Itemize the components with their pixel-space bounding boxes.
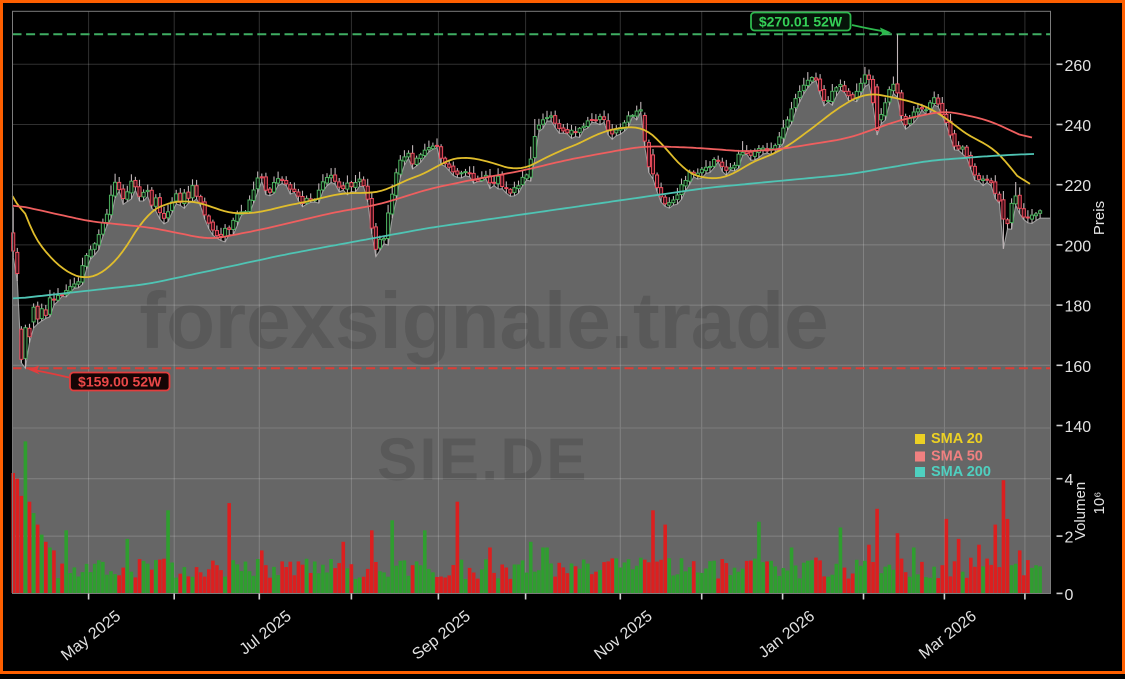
- svg-text:SMA 50: SMA 50: [931, 449, 983, 465]
- svg-text:200: 200: [1065, 238, 1092, 255]
- svg-text:2: 2: [1065, 530, 1074, 547]
- svg-text:160: 160: [1065, 359, 1092, 376]
- svg-text:forexsignale.trade: forexsignale.trade: [139, 276, 828, 365]
- svg-text:260: 260: [1065, 58, 1092, 75]
- svg-text:SMA 200: SMA 200: [931, 464, 991, 480]
- svg-text:180: 180: [1065, 299, 1092, 316]
- svg-text:$270.01 52W: $270.01 52W: [759, 14, 843, 30]
- svg-text:Volumen: Volumen: [1072, 482, 1089, 540]
- svg-text:10⁶: 10⁶: [1091, 492, 1108, 515]
- svg-text:0: 0: [1065, 587, 1074, 604]
- svg-text:SMA 20: SMA 20: [931, 431, 983, 447]
- svg-text:SIE.DE: SIE.DE: [377, 426, 589, 493]
- svg-text:Preis: Preis: [1091, 201, 1108, 235]
- svg-text:240: 240: [1065, 118, 1092, 135]
- svg-text:220: 220: [1065, 178, 1092, 195]
- svg-text:$159.00 52W: $159.00 52W: [78, 374, 162, 390]
- svg-text:140: 140: [1065, 419, 1092, 436]
- svg-text:4: 4: [1065, 472, 1074, 489]
